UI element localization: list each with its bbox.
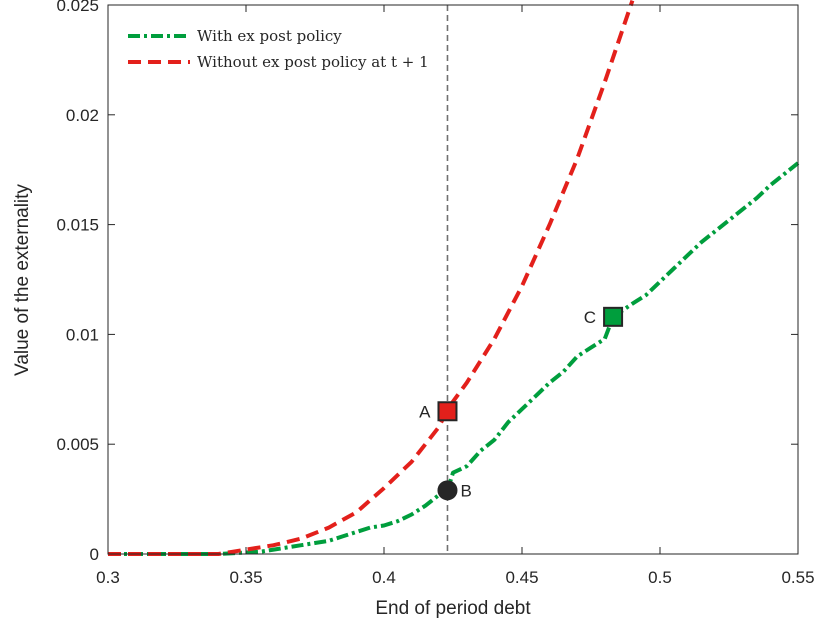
point-label-b: B xyxy=(460,481,471,500)
x-axis-label: End of period debt xyxy=(375,598,531,619)
point-label-a: A xyxy=(419,402,431,421)
x-tick-label: 0.4 xyxy=(372,568,396,587)
x-tick-label: 0.45 xyxy=(505,568,538,587)
legend: With ex post policy Without ex post poli… xyxy=(128,27,429,71)
y-tick-label: 0.02 xyxy=(66,106,99,125)
plot-background xyxy=(108,5,798,554)
series-layer xyxy=(108,0,800,556)
plot-frame xyxy=(107,4,799,555)
y-tick-label: 0.005 xyxy=(56,435,99,454)
y-axis-label: Value of the externality xyxy=(12,184,33,376)
y-tick-label: 0.01 xyxy=(66,325,99,344)
x-tick-label: 0.55 xyxy=(781,568,814,587)
legend-label-with-policy: With ex post policy xyxy=(197,27,342,45)
point-marker-a xyxy=(437,401,458,422)
series-line-0 xyxy=(108,161,800,556)
series-line-1 xyxy=(108,0,635,556)
point-marker-b xyxy=(437,480,458,501)
y-tick-label: 0.015 xyxy=(56,216,99,235)
x-tick-label: 0.35 xyxy=(229,568,262,587)
y-tick-label: 0.025 xyxy=(56,0,99,15)
point-label-c: C xyxy=(584,308,596,327)
point-marker-c xyxy=(603,306,624,327)
y-tick-label: 0 xyxy=(90,545,99,564)
points-layer: A B C xyxy=(419,306,624,501)
x-tick-label: 0.5 xyxy=(648,568,672,587)
ticks-layer: 0.3 0.35 0.4 0.45 0.5 0.55 0 0.005 0.01 0.015 0.02… xyxy=(56,0,814,587)
legend-label-without-policy: Without ex post policy at t + 1 xyxy=(197,53,429,71)
x-tick-label: 0.3 xyxy=(96,568,120,587)
